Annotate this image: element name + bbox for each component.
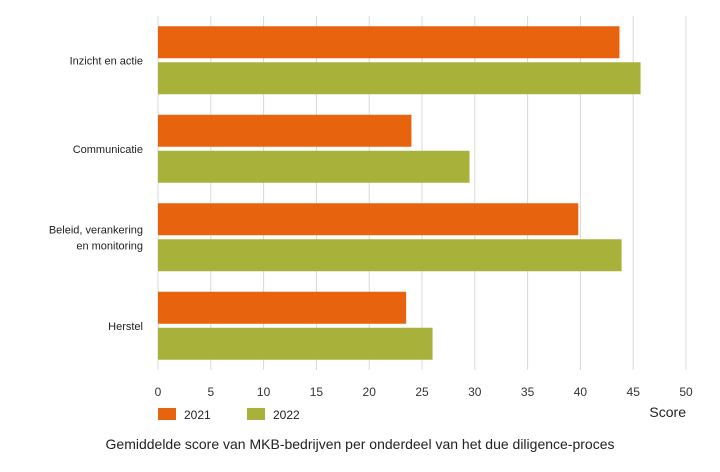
legend-swatch-2021 [158,408,176,420]
x-axis-title: Score [649,404,686,420]
category-label: Inzicht en actie [70,55,143,67]
x-tick-label: 45 [627,385,641,399]
legend-label: 2022 [273,408,300,422]
legend-label: 2021 [184,408,211,422]
bar-chart: Inzicht en actie Communicatie Beleid, vera… [49,16,693,422]
bar-2022 [158,150,470,183]
x-tick-label: 15 [310,385,324,399]
legend: 2021 2022 [158,408,300,422]
x-tick-label: 10 [257,385,271,399]
category-label: Herstel [108,321,143,333]
bar-2022 [158,327,433,360]
bars [158,26,641,360]
x-tick-labels: 0 5 10 15 20 25 30 35 40 45 50 [155,385,693,399]
bar-2021 [158,203,579,236]
category-label: Communicatie [73,144,143,156]
legend-swatch-2022 [247,408,265,420]
bar-2022 [158,62,641,95]
x-tick-label: 20 [363,385,377,399]
x-tick-label: 35 [521,385,535,399]
x-tick-label: 40 [574,385,588,399]
x-tick-label: 30 [468,385,482,399]
bar-2022 [158,239,622,272]
bar-2021 [158,114,412,147]
bar-2021 [158,291,407,324]
x-tick-label: 0 [155,385,162,399]
bar-2021 [158,26,620,59]
x-tick-label: 50 [679,385,693,399]
category-label: Beleid, verankering en monitoring [49,224,143,252]
x-tick-label: 25 [415,385,429,399]
chart-caption: Gemiddelde score van MKB-bedrijven per o… [105,436,615,452]
x-tick-label: 5 [207,385,214,399]
category-labels: Inzicht en actie Communicatie Beleid, vera… [49,55,143,333]
